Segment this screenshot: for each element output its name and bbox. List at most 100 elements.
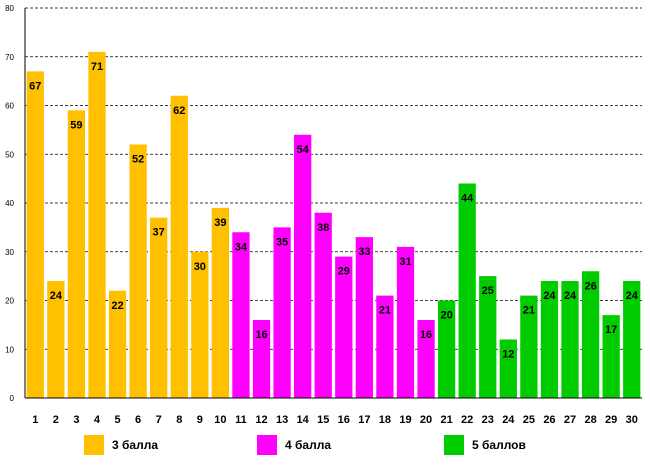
y-tick-label: 50 [5,150,14,159]
data-label: 67 [29,80,41,92]
bars [26,51,641,398]
x-tick-label: 12 [255,414,267,426]
bar [396,246,415,398]
data-label: 24 [543,290,556,302]
bar [623,281,641,398]
bar [232,232,250,398]
legend-label: 3 балла [112,438,159,452]
bar [47,281,65,398]
y-tick-label: 80 [5,4,14,13]
data-label: 16 [420,329,432,341]
x-tick-label: 11 [235,414,247,426]
y-tick-label: 20 [5,297,14,306]
x-tick-label: 27 [564,414,576,426]
y-tick-label: 60 [5,102,14,111]
y-tick-label: 10 [5,345,14,354]
bar [252,320,271,398]
bar [273,227,291,398]
x-tick-label: 17 [358,414,370,426]
data-label: 59 [70,119,82,131]
bar [211,207,230,398]
data-label: 24 [564,290,577,302]
x-tick-label: 10 [214,414,226,426]
data-label: 35 [276,236,288,248]
legend-swatch [84,435,104,455]
bar [26,71,44,398]
x-tick-label: 21 [440,414,452,426]
legend-item-5: 5 баллов [444,434,526,456]
x-tick-label: 30 [626,414,638,426]
legend-swatch [444,435,464,455]
data-label: 39 [214,217,226,229]
x-tick-label: 4 [94,414,101,426]
data-label: 52 [132,154,144,166]
data-label: 12 [502,349,514,361]
x-tick-label: 19 [399,414,411,426]
data-label: 21 [379,305,391,317]
y-axis-ticks: 0 10 20 30 40 50 60 70 80 [5,4,14,403]
bar [170,95,188,398]
data-label: 20 [440,310,452,322]
data-label: 34 [235,241,248,253]
data-label: 16 [255,329,267,341]
bar [355,237,373,398]
data-label: 54 [297,144,310,156]
legend-swatch [257,435,277,455]
x-tick-label: 14 [297,414,310,426]
data-label: 37 [153,227,165,239]
x-tick-label: 24 [502,414,515,426]
data-label: 21 [523,305,535,317]
x-tick-label: 15 [317,414,329,426]
data-label: 26 [584,280,596,292]
data-label: 62 [173,105,185,117]
data-label: 38 [317,222,329,234]
x-tick-label: 23 [482,414,494,426]
legend-item-4: 4 балла [257,434,331,456]
bar [602,315,620,398]
y-tick-label: 30 [5,248,14,257]
bar [581,271,600,398]
data-label: 29 [338,266,350,278]
x-tick-label: 8 [176,414,182,426]
data-label: 30 [194,261,206,273]
x-tick-label: 7 [156,414,162,426]
data-label: 24 [626,290,639,302]
bar [479,276,497,398]
bar [108,290,127,398]
data-label: 33 [358,246,370,258]
bar [294,134,312,398]
bar [540,281,559,398]
bar [191,251,209,398]
bar [67,110,86,398]
bar [150,217,168,398]
data-label: 31 [399,256,411,268]
legend-label: 4 балла [285,438,332,452]
x-tick-label: 16 [338,414,350,426]
x-tick-label: 3 [73,414,79,426]
x-tick-label: 5 [114,414,120,426]
bar [520,295,538,398]
bar [314,212,332,398]
x-tick-label: 26 [543,414,555,426]
data-label: 44 [461,193,474,205]
y-tick-label: 0 [10,394,15,403]
data-label: 22 [111,300,123,312]
x-axis-ticks: 1 2 3 4 5 6 7 8 9 10 11 12 13 14 15 16 17 18 19 20 21 22 23 24 2… [32,414,638,426]
bar [129,144,147,398]
y-tick-label: 40 [5,199,14,208]
bar [499,339,517,398]
legend-label: 5 баллов [472,438,526,452]
x-tick-label: 9 [197,414,203,426]
data-label: 71 [91,61,103,73]
data-label: 17 [605,324,617,336]
bar [88,51,106,398]
data-labels: 67 24 59 71 22 52 37 62 30 39 34 16 35 54 38 29 33 21 31 16… [29,61,639,361]
bar [561,281,579,398]
x-tick-label: 13 [276,414,288,426]
x-tick-label: 20 [420,414,432,426]
bar [376,295,394,398]
x-tick-label: 29 [605,414,617,426]
x-tick-label: 22 [461,414,473,426]
x-tick-label: 18 [379,414,391,426]
